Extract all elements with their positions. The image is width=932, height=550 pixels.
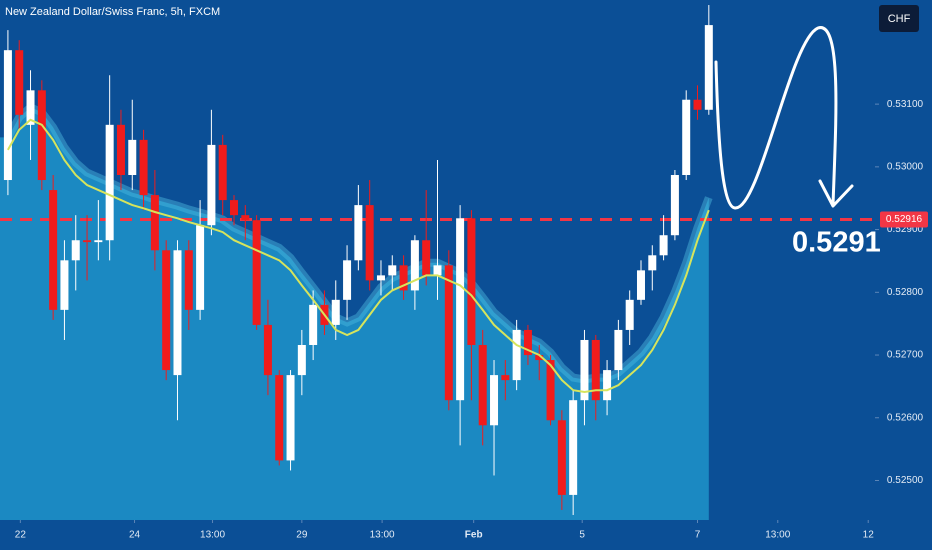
x-tick-label: 7 <box>695 530 701 541</box>
candle-body <box>444 265 453 401</box>
plot-area <box>0 5 875 521</box>
candle-body <box>207 144 216 226</box>
candle-body <box>410 240 419 291</box>
currency-box[interactable] <box>879 5 919 32</box>
x-tick-label: 22 <box>15 530 27 541</box>
level-price-box <box>880 211 928 228</box>
y-tick-label: 0.53000 <box>887 161 924 172</box>
candle-body <box>105 124 114 241</box>
currency-label[interactable]: CHF <box>888 13 911 25</box>
candle-body <box>184 250 193 310</box>
candle-body <box>580 339 589 401</box>
x-tick-label: 5 <box>579 530 585 541</box>
candle-body <box>83 240 92 243</box>
candle-body <box>365 205 374 281</box>
candle-body <box>128 139 137 176</box>
candle-body <box>478 344 487 426</box>
candle-body <box>297 344 306 376</box>
candle-body <box>388 265 397 276</box>
candle-body <box>286 375 295 461</box>
candle-body <box>376 275 385 281</box>
candle-body <box>343 260 352 300</box>
candle-body <box>557 420 566 495</box>
candle-body <box>263 324 272 376</box>
level-price-label: 0.52916 <box>886 214 923 225</box>
candle-body <box>682 99 691 176</box>
candle-body <box>569 400 578 495</box>
candle-body <box>523 329 532 356</box>
moving-average-line <box>7 118 710 394</box>
candle-body <box>139 139 148 196</box>
candle-body <box>94 240 103 243</box>
candle-body <box>37 90 46 181</box>
candle-body <box>275 375 284 461</box>
x-tick-label: Feb <box>465 530 483 541</box>
candle-body <box>60 260 69 310</box>
candle-body <box>625 299 634 330</box>
y-tick-label: 0.52900 <box>887 224 924 235</box>
candle-body <box>71 240 80 261</box>
y-tick-label: 0.52800 <box>887 287 924 298</box>
candle-body <box>3 50 12 181</box>
candle-body <box>456 218 465 401</box>
candle-body <box>331 299 340 325</box>
candle-body <box>648 255 657 271</box>
y-tick-label: 0.53100 <box>887 99 924 110</box>
candle-body <box>659 235 668 256</box>
candle-body <box>433 265 442 276</box>
candle-body <box>467 218 476 345</box>
candle-body <box>546 360 555 421</box>
x-tick-label: 13:00 <box>370 530 395 541</box>
candle-body <box>241 215 250 221</box>
candle-body <box>670 175 679 236</box>
candle-body <box>150 195 159 251</box>
candle-body <box>116 124 125 176</box>
x-tick-label: 29 <box>296 530 308 541</box>
candle-body <box>614 329 623 371</box>
candle-body <box>591 339 600 401</box>
candle-body <box>49 190 58 310</box>
candle-body <box>399 265 408 291</box>
candle-body <box>354 205 363 261</box>
candle-body <box>422 240 431 276</box>
x-tick-label: 12 <box>863 530 875 541</box>
y-tick-label: 0.52500 <box>887 475 924 486</box>
candle-body <box>490 375 499 426</box>
candle-body <box>26 90 35 125</box>
candle-body <box>162 250 171 371</box>
y-tick-label: 0.52700 <box>887 350 924 361</box>
candle-body <box>693 99 702 110</box>
x-tick-label: 13:00 <box>765 530 790 541</box>
candle-body <box>501 375 510 381</box>
candle-body <box>173 250 182 376</box>
candle-body <box>309 304 318 345</box>
candle-body <box>636 270 645 300</box>
x-tick-label: 13:00 <box>200 530 225 541</box>
candle-body <box>512 329 521 381</box>
candle-body <box>218 144 227 201</box>
hand-drawn-arrow <box>714 26 854 210</box>
candle-body <box>603 370 612 401</box>
candle-body <box>196 225 205 310</box>
candle-body <box>15 50 24 115</box>
annotation: 0.5291 <box>792 227 881 259</box>
y-tick-label: 0.52600 <box>887 412 924 423</box>
candle-body <box>252 220 261 325</box>
candle-body <box>230 200 239 216</box>
chart-title: New Zealand Dollar/Swiss Franc, 5h, FXCM <box>5 6 220 18</box>
candle-body <box>535 355 544 361</box>
x-tick-label: 24 <box>129 530 141 541</box>
candle-body <box>704 25 713 110</box>
